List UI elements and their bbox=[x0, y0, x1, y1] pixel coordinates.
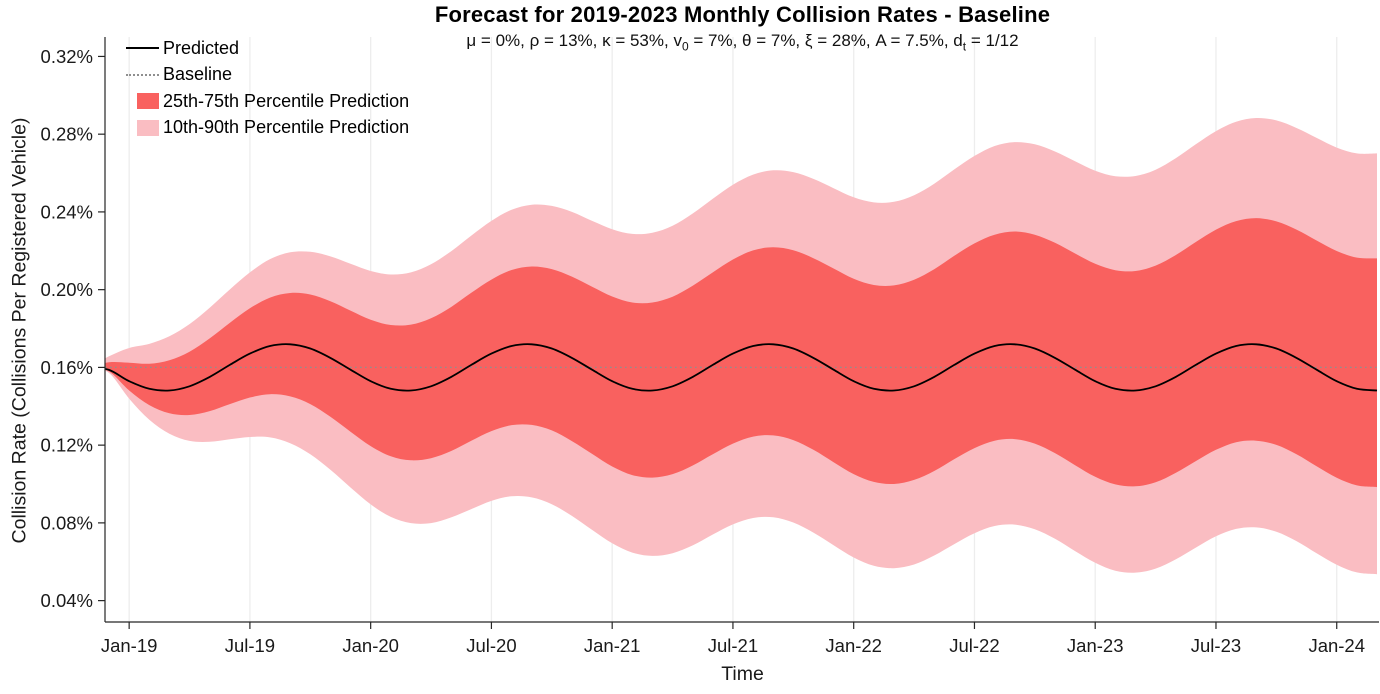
x-tick-label: Jul-22 bbox=[949, 635, 999, 656]
chart-title: Forecast for 2019-2023 Monthly Collision… bbox=[434, 2, 1051, 27]
x-tick-label: Jul-23 bbox=[1191, 635, 1241, 656]
x-tick-label: Jan-21 bbox=[584, 635, 641, 656]
band-10-90-swatch bbox=[126, 119, 159, 136]
baseline-line-swatch bbox=[126, 73, 159, 76]
x-tick-label: Jul-20 bbox=[466, 635, 516, 656]
legend-label: 10th-90th Percentile Prediction bbox=[163, 117, 410, 138]
predicted-line bbox=[105, 343, 1378, 392]
legend-item-25-75-percentile: 25th-75th Percentile Prediction bbox=[126, 88, 409, 115]
subtitle-text: = 1/12 bbox=[966, 31, 1019, 50]
subtitle-subscript: 0 bbox=[681, 39, 689, 54]
band-25-75-swatch bbox=[126, 93, 159, 110]
x-tick-label: Jan-19 bbox=[101, 635, 158, 656]
y-axis-label: Collision Rate (Collisions Per Registere… bbox=[8, 117, 31, 544]
y-tick-label: 0.12% bbox=[41, 435, 93, 456]
x-tick-label: Jan-24 bbox=[1308, 635, 1365, 656]
x-tick-label: Jan-20 bbox=[342, 635, 399, 656]
legend-item-predicted: Predicted bbox=[126, 35, 409, 62]
band-25-75-percentile bbox=[105, 218, 1377, 488]
legend-item-baseline: Baseline bbox=[126, 62, 409, 89]
subtitle-subscript: t bbox=[962, 39, 967, 54]
legend-label: 25th-75th Percentile Prediction bbox=[163, 90, 410, 111]
y-tick-label: 0.20% bbox=[41, 279, 93, 300]
y-tick-label: 0.32% bbox=[41, 46, 93, 67]
subtitle-text: = 7%, θ = 7%, ξ = 28%, A = 7.5%, d bbox=[688, 31, 963, 50]
y-tick-label: 0.08% bbox=[41, 512, 93, 533]
legend-item-10-90-percentile: 10th-90th Percentile Prediction bbox=[126, 115, 409, 142]
x-tick-label: Jul-19 bbox=[225, 635, 275, 656]
y-tick-label: 0.16% bbox=[41, 357, 93, 378]
chart-subtitle: μ = 0%, ρ = 13%, κ = 53%, v0 = 7%, θ = 7… bbox=[105, 31, 1380, 53]
x-tick-label: Jan-22 bbox=[825, 635, 882, 656]
y-tick-label: 0.04% bbox=[41, 590, 93, 611]
x-tick-label: Jul-21 bbox=[708, 635, 758, 656]
x-axis-label: Time bbox=[721, 663, 764, 685]
legend-label: Baseline bbox=[163, 64, 233, 85]
legend: Predicted Baseline 25th-75th Percentile … bbox=[126, 35, 409, 141]
predicted-line-swatch bbox=[126, 47, 159, 50]
y-tick-label: 0.28% bbox=[41, 124, 93, 145]
x-tick-label: Jan-23 bbox=[1067, 635, 1124, 656]
y-tick-label: 0.24% bbox=[41, 201, 93, 222]
legend-label: Predicted bbox=[163, 37, 240, 58]
subtitle-text: μ = 0%, ρ = 13%, κ = 53%, v bbox=[466, 31, 682, 50]
